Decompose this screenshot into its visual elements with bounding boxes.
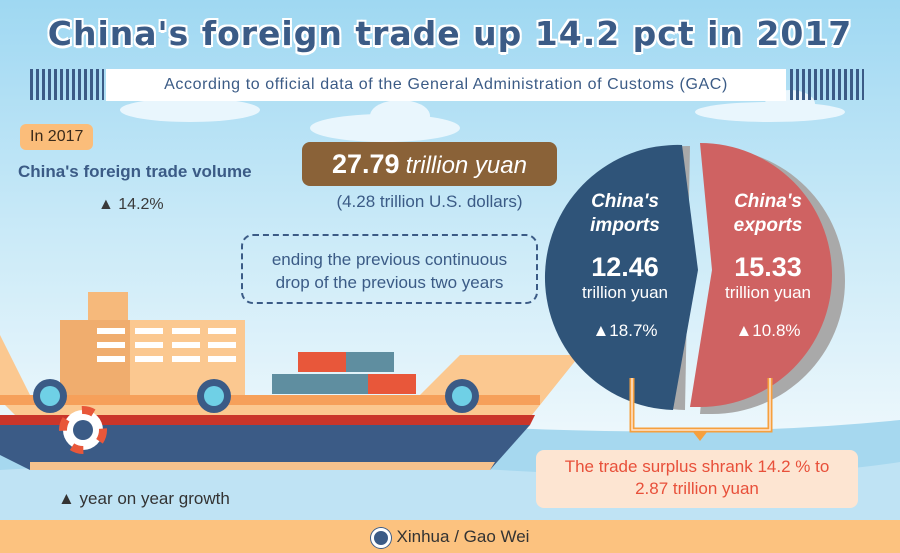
imports-title: imports <box>590 215 660 236</box>
exports-label: China's exports 15.33 trillion yuan ▲10.… <box>698 190 838 341</box>
note-line: ending the previous continuous <box>271 250 508 269</box>
exports-title: exports <box>733 215 803 236</box>
imports-slice <box>544 144 698 410</box>
subtitle-banner: According to official data of the Genera… <box>106 69 786 101</box>
legend: ▲ year on year growth <box>58 489 230 508</box>
banner-stripes-right <box>790 69 864 100</box>
trade-volume-growth: ▲ 14.2% <box>98 196 164 213</box>
exports-growth: ▲10.8% <box>735 321 801 340</box>
trade-volume-unit: trillion yuan <box>405 152 527 179</box>
trade-volume-label: China's foreign trade volume <box>18 162 252 181</box>
imports-growth: ▲18.7% <box>592 321 658 340</box>
imports-label: China's imports 12.46 trillion yuan ▲18.… <box>555 190 695 341</box>
page-title: China's foreign trade up 14.2 pct in 201… <box>47 14 853 53</box>
imports-unit: trillion yuan <box>582 283 668 302</box>
trade-volume-value: 27.79 <box>332 149 400 179</box>
exports-unit: trillion yuan <box>725 283 811 302</box>
exports-slice <box>690 143 832 407</box>
note-box: ending the previous continuous drop of th… <box>241 234 538 304</box>
cargo-ship <box>0 292 580 470</box>
surplus-line: The trade surplus shrank 14.2 % to <box>564 457 830 476</box>
exports-value: 15.33 <box>734 252 802 282</box>
xinhua-logo-icon <box>370 527 391 548</box>
year-badge: In 2017 <box>20 124 94 150</box>
footer: Xinhua / Gao Wei <box>0 520 900 553</box>
banner-stripes-left <box>30 69 104 100</box>
pie-chart <box>544 143 845 441</box>
imports-value: 12.46 <box>591 252 659 282</box>
imports-title: China's <box>591 191 659 212</box>
trade-volume-box: 27.79 trillion yuan <box>302 142 557 186</box>
exports-title: China's <box>734 191 802 212</box>
trade-volume-usd: (4.28 trillion U.S. dollars) <box>336 192 523 211</box>
surplus-line: 2.87 trillion yuan <box>635 479 759 498</box>
credit: Xinhua / Gao Wei <box>396 527 530 546</box>
surplus-box: The trade surplus shrank 14.2 % to 2.87 t… <box>536 450 858 508</box>
note-line: drop of the previous two years <box>275 273 504 292</box>
